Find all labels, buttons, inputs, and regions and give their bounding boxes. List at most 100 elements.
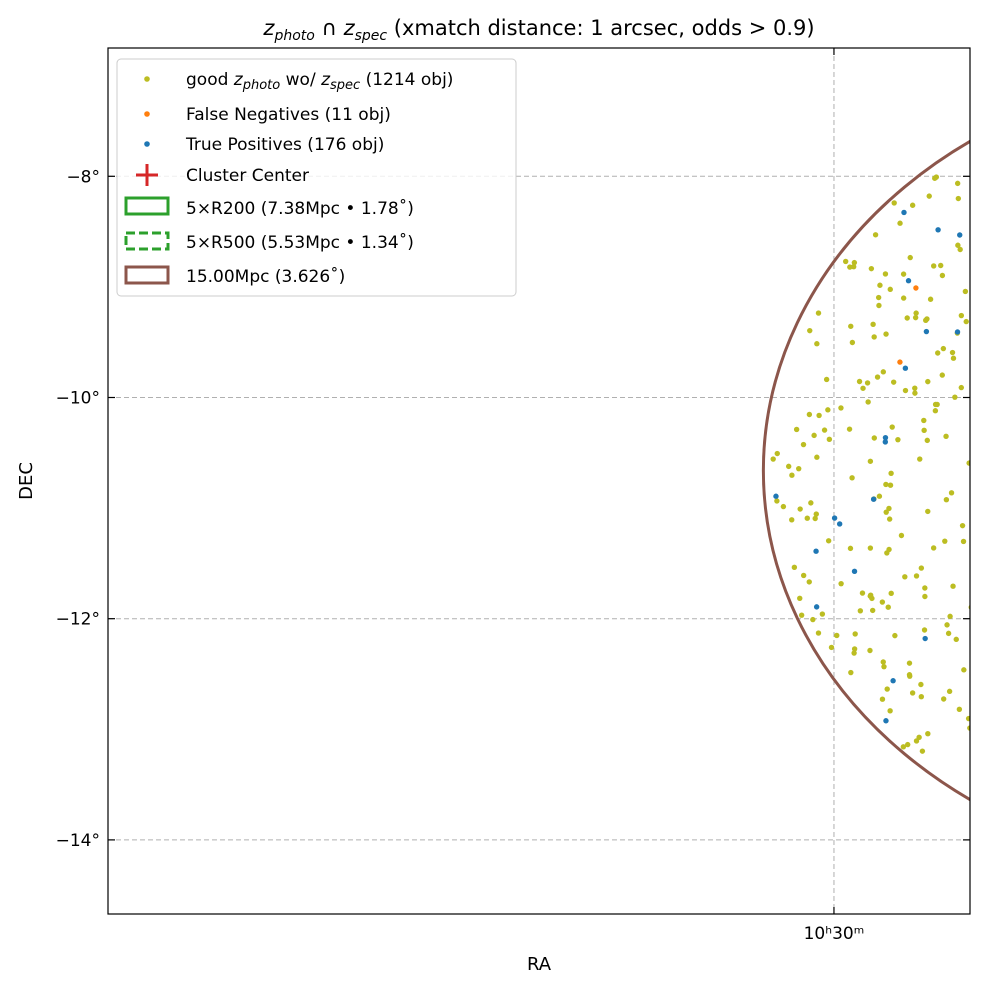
point-good-zphoto [789,517,795,523]
point-good-zphoto [953,636,959,643]
point-good-zphoto [900,271,907,277]
point-good-zphoto [925,508,931,515]
point-good-zphoto [887,286,893,293]
point-good-zphoto [797,595,803,602]
point-good-zphoto [774,498,780,504]
point-true-positive [957,232,963,238]
point-good-zphoto [956,706,963,712]
point-good-zphoto [891,200,897,206]
point-good-zphoto [971,720,976,725]
point-good-zphoto [876,493,883,499]
point-good-zphoto [774,450,780,457]
point-good-zphoto [973,225,978,230]
point-good-zphoto [950,355,957,361]
point-good-zphoto [944,622,950,628]
point-good-zphoto [880,659,886,665]
point-good-zphoto [902,387,909,394]
point-good-zphoto [958,312,965,319]
point-true-positive [773,493,779,499]
point-good-zphoto [842,258,849,265]
point-good-zphoto [785,463,792,470]
point-good-zphoto [968,604,970,610]
point-good-zphoto [812,515,818,522]
point-good-zphoto [952,394,958,400]
point-good-zphoto [977,456,982,461]
point-good-zphoto [942,538,948,544]
point-good-zphoto [892,632,898,639]
legend-marker-true-positives [144,141,150,147]
point-good-zphoto [880,369,887,375]
point-good-zphoto [838,580,844,587]
point-good-zphoto [930,263,937,269]
point-good-zphoto [857,608,864,614]
point-good-zphoto [904,315,910,321]
point-good-zphoto [972,380,977,385]
point-good-zphoto [935,350,941,356]
point-good-zphoto [921,427,927,434]
point-good-zphoto [922,593,928,600]
point-good-zphoto [949,349,956,356]
point-good-zphoto [977,389,982,394]
point-true-positive [813,604,820,610]
point-good-zphoto [932,175,938,181]
point-good-zphoto [976,496,981,501]
point-good-zphoto [867,647,873,654]
point-good-zphoto [938,262,944,269]
point-good-zphoto [847,545,854,552]
point-good-zphoto [912,390,918,396]
point-good-zphoto [961,667,967,673]
point-good-zphoto [804,515,810,521]
point-good-zphoto [948,490,955,496]
point-good-zphoto [886,505,892,512]
point-true-positive [954,329,961,335]
point-true-positive [851,568,858,575]
point-true-positive [902,365,909,371]
point-good-zphoto [806,579,812,585]
point-good-zphoto [924,437,930,444]
point-good-zphoto [838,405,844,411]
point-true-positive [975,675,980,680]
point-true-positive [813,548,819,554]
legend-label-false-negatives: False Negatives (11 obj) [186,105,391,125]
point-good-zphoto [918,693,925,700]
y-tick-label-1: −10° [56,388,100,408]
point-good-zphoto [867,458,874,464]
point-good-zphoto [955,195,962,202]
legend: good zphoto wo/ zspec (1214 obj) False N… [116,58,517,297]
radius-circles [762,139,970,802]
point-good-zphoto [849,475,855,481]
point-good-zphoto [796,465,802,472]
point-true-positive [882,439,889,445]
point-good-zphoto [814,341,820,347]
point-true-positive [836,521,843,527]
point-good-zphoto [815,630,822,636]
point-good-zphoto [815,310,822,316]
point-good-zphoto [979,424,984,429]
legend-box [116,58,517,297]
point-good-zphoto [851,650,857,656]
point-good-zphoto [958,384,965,391]
point-good-zphoto [819,611,826,617]
point-good-zphoto [930,545,937,551]
point-good-zphoto [917,456,923,462]
point-good-zphoto [800,572,807,579]
point-good-zphoto [913,573,920,579]
point-good-zphoto [825,538,832,544]
y-tick-label-0: −8° [66,167,100,187]
point-good-zphoto [913,310,919,316]
point-good-zphoto [859,590,866,596]
point-good-zphoto [963,318,969,325]
point-good-zphoto [810,616,816,623]
legend-marker-cluster-center [136,164,158,186]
point-good-zphoto [879,696,886,702]
point-good-zphoto [876,302,882,309]
point-good-zphoto [814,454,820,460]
point-good-zphoto [882,271,889,277]
point-true-positive [923,328,930,335]
point-good-zphoto [943,433,949,440]
point-good-zphoto [902,574,908,580]
point-good-zphoto [957,246,963,253]
y-axis-label: DEC [16,462,37,500]
point-good-zphoto [916,734,922,741]
point-good-zphoto [828,644,835,651]
